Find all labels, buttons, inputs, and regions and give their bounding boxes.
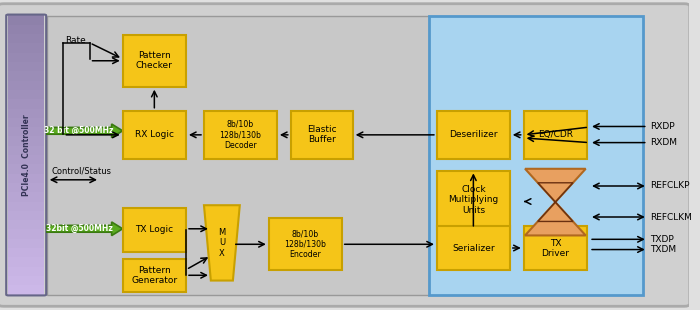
Bar <box>8 238 44 248</box>
Bar <box>8 117 44 127</box>
Bar <box>8 127 44 136</box>
Bar <box>290 111 353 159</box>
Bar <box>122 35 186 87</box>
Bar <box>8 15 44 25</box>
Text: Pattern
Generator: Pattern Generator <box>132 266 177 285</box>
Bar <box>8 164 44 174</box>
Bar <box>8 71 44 81</box>
Bar <box>524 226 587 270</box>
Polygon shape <box>47 222 122 236</box>
Bar <box>8 276 44 285</box>
Text: TXDM: TXDM <box>650 245 676 254</box>
Bar <box>204 111 277 159</box>
Bar <box>8 173 44 183</box>
Bar <box>8 220 44 229</box>
Bar <box>437 226 510 270</box>
Text: RXDM: RXDM <box>650 138 677 147</box>
Text: Deserilizer: Deserilizer <box>449 130 498 139</box>
Text: TX Logic: TX Logic <box>135 225 174 234</box>
Text: Serializer: Serializer <box>452 244 495 253</box>
Text: PCIe4.0  Controller: PCIe4.0 Controller <box>22 114 31 196</box>
Text: M
U
X: M U X <box>218 228 225 258</box>
Bar <box>8 52 44 62</box>
Bar <box>269 218 342 270</box>
Bar <box>429 16 643 294</box>
Text: Elastic
Buffer: Elastic Buffer <box>307 125 337 144</box>
Text: EQ/CDR: EQ/CDR <box>538 130 573 139</box>
Text: REFCLKM: REFCLKM <box>650 212 692 222</box>
Bar <box>8 285 44 294</box>
Text: RX Logic: RX Logic <box>135 130 174 139</box>
Text: TX
Driver: TX Driver <box>541 239 569 258</box>
Text: Rate: Rate <box>65 36 85 45</box>
Bar <box>8 192 44 202</box>
Polygon shape <box>525 169 586 236</box>
Text: Pattern
Checker: Pattern Checker <box>136 51 173 70</box>
Bar <box>8 155 44 164</box>
Bar <box>8 210 44 220</box>
Polygon shape <box>47 124 122 138</box>
Bar <box>8 43 44 53</box>
Bar <box>8 201 44 211</box>
Text: 32 bit @500MHz: 32 bit @500MHz <box>45 126 114 135</box>
Bar <box>8 266 44 276</box>
Bar <box>437 170 510 229</box>
Bar <box>8 136 44 146</box>
Bar <box>8 183 44 192</box>
Bar <box>122 259 186 292</box>
Text: 32bit @500MHz: 32bit @500MHz <box>46 224 113 233</box>
Bar <box>122 208 186 252</box>
Text: 8b/10b
128b/130b
Decoder: 8b/10b 128b/130b Decoder <box>220 120 261 150</box>
Text: RXDP: RXDP <box>650 122 674 131</box>
Bar <box>8 99 44 108</box>
Bar <box>8 34 44 43</box>
Bar <box>8 248 44 257</box>
Bar <box>437 111 510 159</box>
Bar <box>8 90 44 99</box>
Bar <box>8 229 44 239</box>
Text: Control/Status: Control/Status <box>52 166 112 175</box>
Bar <box>8 24 44 34</box>
Bar <box>47 16 429 294</box>
Polygon shape <box>204 205 240 281</box>
Bar <box>122 111 186 159</box>
Bar <box>8 62 44 71</box>
Text: Clock
Multiplying
Units: Clock Multiplying Units <box>448 185 498 215</box>
Bar <box>8 108 44 118</box>
Text: TXDP: TXDP <box>650 235 673 244</box>
Bar <box>524 111 587 159</box>
Bar <box>8 145 44 155</box>
Bar <box>8 257 44 267</box>
Text: REFCLKP: REFCLKP <box>650 181 690 191</box>
FancyBboxPatch shape <box>0 4 690 306</box>
Text: 8b/10b
128b/130b
Encoder: 8b/10b 128b/130b Encoder <box>284 229 326 259</box>
Bar <box>8 80 44 90</box>
